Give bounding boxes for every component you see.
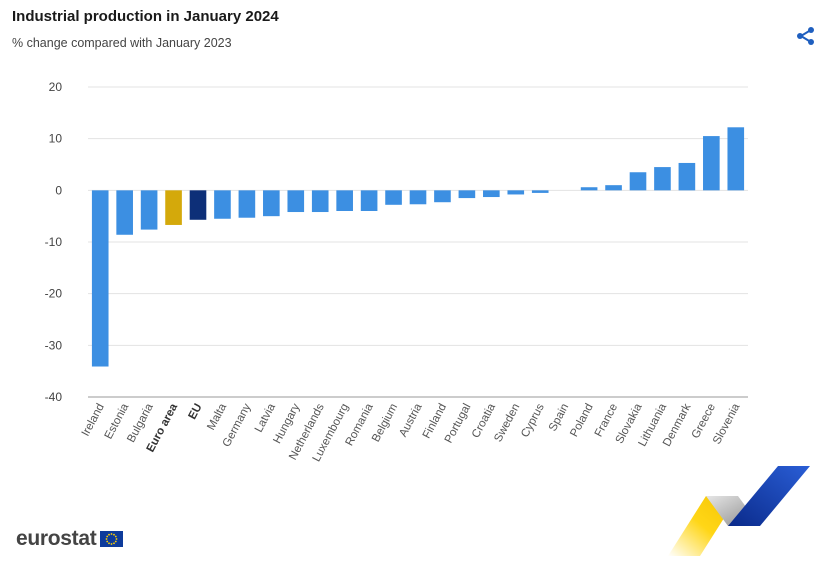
- category-label: Malta: [205, 401, 229, 432]
- y-tick-label: 10: [49, 132, 63, 146]
- bar-denmark[interactable]: [678, 162, 696, 191]
- bar-malta[interactable]: [214, 190, 231, 219]
- bar-lithuania[interactable]: [654, 167, 671, 191]
- bar-romania[interactable]: [360, 190, 378, 211]
- share-button[interactable]: [794, 24, 818, 48]
- y-tick-label: -30: [45, 338, 63, 352]
- bar-estonia[interactable]: [116, 190, 133, 235]
- bar-ireland[interactable]: [91, 190, 109, 367]
- brand-text: eurostat: [16, 527, 97, 550]
- y-axis-ticks: 20 10 0 -10 -20 -30 -40: [45, 80, 63, 404]
- y-tick-label: -40: [45, 390, 63, 404]
- bar-austria[interactable]: [409, 190, 427, 205]
- category-label: EU: [187, 402, 205, 422]
- bar-france[interactable]: [605, 185, 622, 191]
- eurostat-logo: eurostat: [16, 527, 124, 551]
- category-label: France: [593, 402, 620, 439]
- bar-luxembourg[interactable]: [336, 190, 353, 211]
- category-label: Ireland: [80, 402, 107, 439]
- category-label: Cyprus: [519, 402, 547, 440]
- bar-portugal[interactable]: [458, 190, 476, 199]
- bar-netherlands[interactable]: [311, 190, 329, 213]
- bar-greece[interactable]: [703, 136, 720, 191]
- share-icon: [797, 27, 814, 45]
- y-tick-label: -20: [45, 287, 63, 301]
- bar-latvia[interactable]: [263, 190, 280, 217]
- bar-finland[interactable]: [434, 190, 451, 203]
- bar-poland[interactable]: [580, 187, 598, 191]
- bar-hungary[interactable]: [287, 190, 305, 213]
- bar-euro-area[interactable]: [165, 190, 182, 225]
- bar-slovakia[interactable]: [629, 172, 647, 191]
- bars: [91, 127, 745, 367]
- eu-flag-icon: [100, 531, 124, 547]
- bar-croatia[interactable]: [483, 190, 500, 198]
- gridlines: [88, 86, 748, 346]
- bar-germany[interactable]: [238, 190, 256, 218]
- bar-slovenia[interactable]: [727, 127, 745, 191]
- category-label: Spain: [547, 402, 571, 434]
- y-tick-label: 20: [49, 80, 63, 94]
- category-label: Latvia: [253, 401, 278, 434]
- bar-sweden[interactable]: [507, 190, 525, 195]
- category-label: Poland: [568, 402, 595, 439]
- y-tick-label: -10: [45, 235, 63, 249]
- bar-belgium[interactable]: [385, 190, 402, 205]
- bar-cyprus[interactable]: [531, 190, 549, 193]
- bar-bulgaria[interactable]: [140, 190, 158, 230]
- decorative-ribbon: [668, 466, 810, 556]
- chart-subtitle: % change compared with January 2023: [12, 36, 232, 50]
- bar-eu[interactable]: [189, 190, 207, 220]
- chart-title: Industrial production in January 2024: [12, 8, 279, 25]
- y-tick-label: 0: [55, 183, 62, 197]
